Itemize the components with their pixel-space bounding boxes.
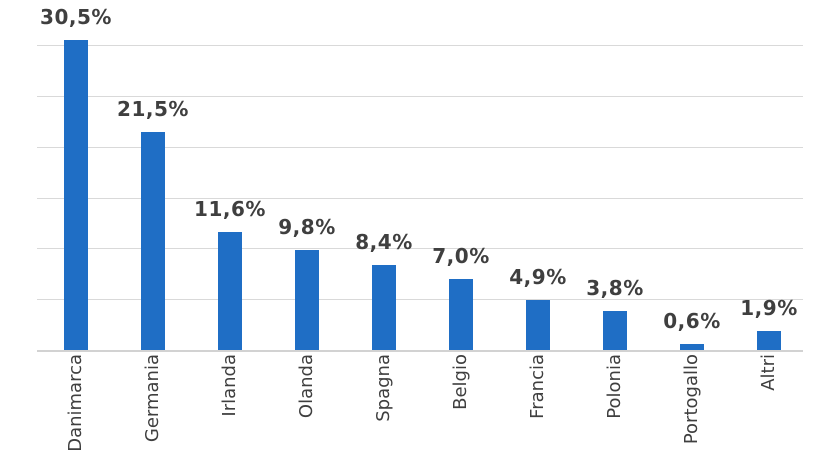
gridline bbox=[37, 45, 803, 47]
bar bbox=[64, 40, 88, 350]
bar bbox=[218, 232, 242, 350]
bar bbox=[295, 250, 319, 350]
bar bbox=[372, 264, 396, 350]
value-label: 7,0% bbox=[432, 243, 490, 268]
bar bbox=[757, 330, 781, 350]
category-label: Irlanda bbox=[219, 354, 240, 417]
gridline bbox=[37, 248, 803, 250]
bar bbox=[449, 278, 473, 350]
category-label: Francia bbox=[527, 354, 548, 419]
x-axis-line bbox=[37, 350, 803, 352]
gridline bbox=[37, 146, 803, 148]
value-label: 4,9% bbox=[509, 265, 567, 290]
value-label: 3,8% bbox=[586, 276, 644, 301]
gridline bbox=[37, 299, 803, 301]
category-label: Portogallo bbox=[681, 354, 702, 445]
value-label: 1,9% bbox=[740, 295, 798, 320]
bar bbox=[526, 300, 550, 350]
category-label: Altri bbox=[758, 354, 779, 391]
category-label: Spagna bbox=[373, 354, 394, 422]
value-label: 9,8% bbox=[278, 215, 336, 240]
bar bbox=[141, 131, 165, 350]
value-label: 30,5% bbox=[40, 5, 112, 30]
bar bbox=[680, 343, 704, 350]
gridline bbox=[37, 197, 803, 199]
value-label: 21,5% bbox=[117, 96, 189, 121]
value-label: 11,6% bbox=[194, 197, 266, 222]
bar bbox=[603, 311, 627, 350]
category-label: Germania bbox=[142, 354, 163, 443]
category-label: Belgio bbox=[450, 354, 471, 410]
category-label: Olanda bbox=[296, 354, 317, 419]
value-label: 0,6% bbox=[663, 308, 721, 333]
gridline bbox=[37, 96, 803, 97]
category-label: Danimarca bbox=[65, 354, 86, 452]
category-label: Polonia bbox=[604, 354, 625, 419]
value-label: 8,4% bbox=[355, 229, 413, 254]
